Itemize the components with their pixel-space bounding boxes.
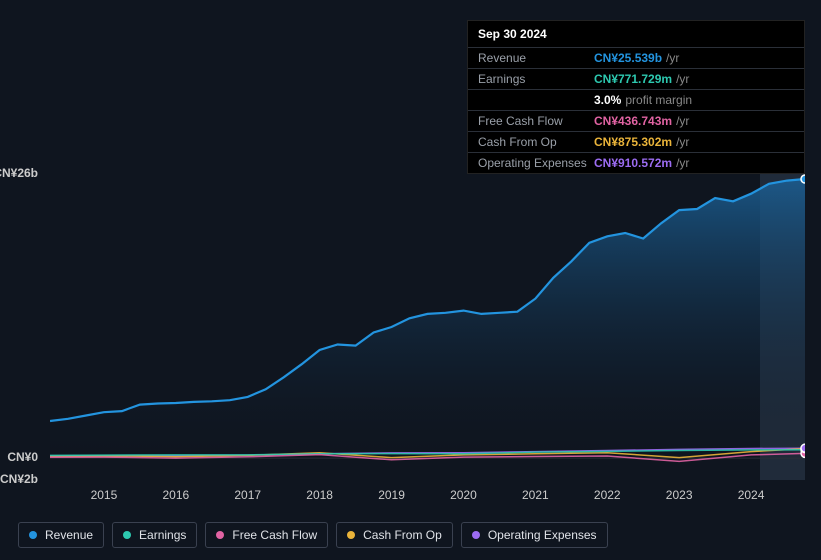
legend-dot-icon — [347, 531, 355, 539]
tooltip-row: EarningsCN¥771.729m/yr — [468, 69, 804, 90]
tooltip-row-suffix: /yr — [676, 135, 689, 149]
x-axis-label: 2023 — [666, 488, 693, 502]
tooltip-row-suffix: /yr — [676, 72, 689, 86]
y-axis-label: CN¥26b — [0, 166, 38, 180]
plot-area — [50, 174, 805, 480]
legend-item-label: Revenue — [45, 528, 93, 542]
x-axis-label: 2020 — [450, 488, 477, 502]
tooltip-row-suffix: /yr — [676, 114, 689, 128]
legend-item-free-cash-flow[interactable]: Free Cash Flow — [205, 522, 328, 548]
x-axis-label: 2019 — [378, 488, 405, 502]
tooltip-row-label: Earnings — [478, 72, 594, 86]
legend-dot-icon — [472, 531, 480, 539]
tooltip-row: Free Cash FlowCN¥436.743m/yr — [468, 111, 804, 132]
tooltip-row-value: CN¥875.302m — [594, 135, 672, 149]
tooltip-row-suffix: /yr — [666, 51, 679, 65]
x-axis-label: 2021 — [522, 488, 549, 502]
x-axis-label: 2015 — [91, 488, 118, 502]
legend-item-label: Operating Expenses — [488, 528, 597, 542]
tooltip-row-value: 3.0% — [594, 93, 621, 107]
revenue-area — [50, 179, 805, 458]
tooltip-row-label: Cash From Op — [478, 135, 594, 149]
legend: Revenue Earnings Free Cash Flow Cash From O… — [18, 522, 608, 548]
revenue-marker — [801, 175, 805, 183]
x-axis-label: 2018 — [306, 488, 333, 502]
legend-dot-icon — [216, 531, 224, 539]
tooltip-date: Sep 30 2024 — [468, 21, 804, 48]
financials-chart[interactable]: CN¥26bCN¥0-CN¥2b 20152016201720182019202… — [16, 150, 805, 510]
legend-item-label: Free Cash Flow — [232, 528, 317, 542]
x-axis-label: 2022 — [594, 488, 621, 502]
legend-dot-icon — [29, 531, 37, 539]
tooltip-row-value: CN¥25.539b — [594, 51, 662, 65]
operating-expenses-marker — [801, 444, 805, 452]
legend-item-label: Cash From Op — [363, 528, 442, 542]
legend-dot-icon — [123, 531, 131, 539]
y-axis-label: -CN¥2b — [0, 472, 38, 486]
tooltip-row-value: CN¥436.743m — [594, 114, 672, 128]
legend-item-label: Earnings — [139, 528, 186, 542]
legend-item-operating-expenses[interactable]: Operating Expenses — [461, 522, 608, 548]
tooltip-row-label: Revenue — [478, 51, 594, 65]
tooltip-row: 3.0% profit margin — [468, 90, 804, 111]
tooltip-row-value: CN¥771.729m — [594, 72, 672, 86]
legend-item-earnings[interactable]: Earnings — [112, 522, 197, 548]
x-axis-label: 2016 — [162, 488, 189, 502]
tooltip-row-suffix: profit margin — [625, 93, 692, 107]
y-axis-label: CN¥0 — [0, 450, 38, 464]
legend-item-cash-from-op[interactable]: Cash From Op — [336, 522, 453, 548]
tooltip-row-label: Free Cash Flow — [478, 114, 594, 128]
x-axis-label: 2024 — [738, 488, 765, 502]
legend-item-revenue[interactable]: Revenue — [18, 522, 104, 548]
x-axis-label: 2017 — [234, 488, 261, 502]
tooltip-row-label — [478, 93, 594, 107]
tooltip-row: RevenueCN¥25.539b/yr — [468, 48, 804, 69]
